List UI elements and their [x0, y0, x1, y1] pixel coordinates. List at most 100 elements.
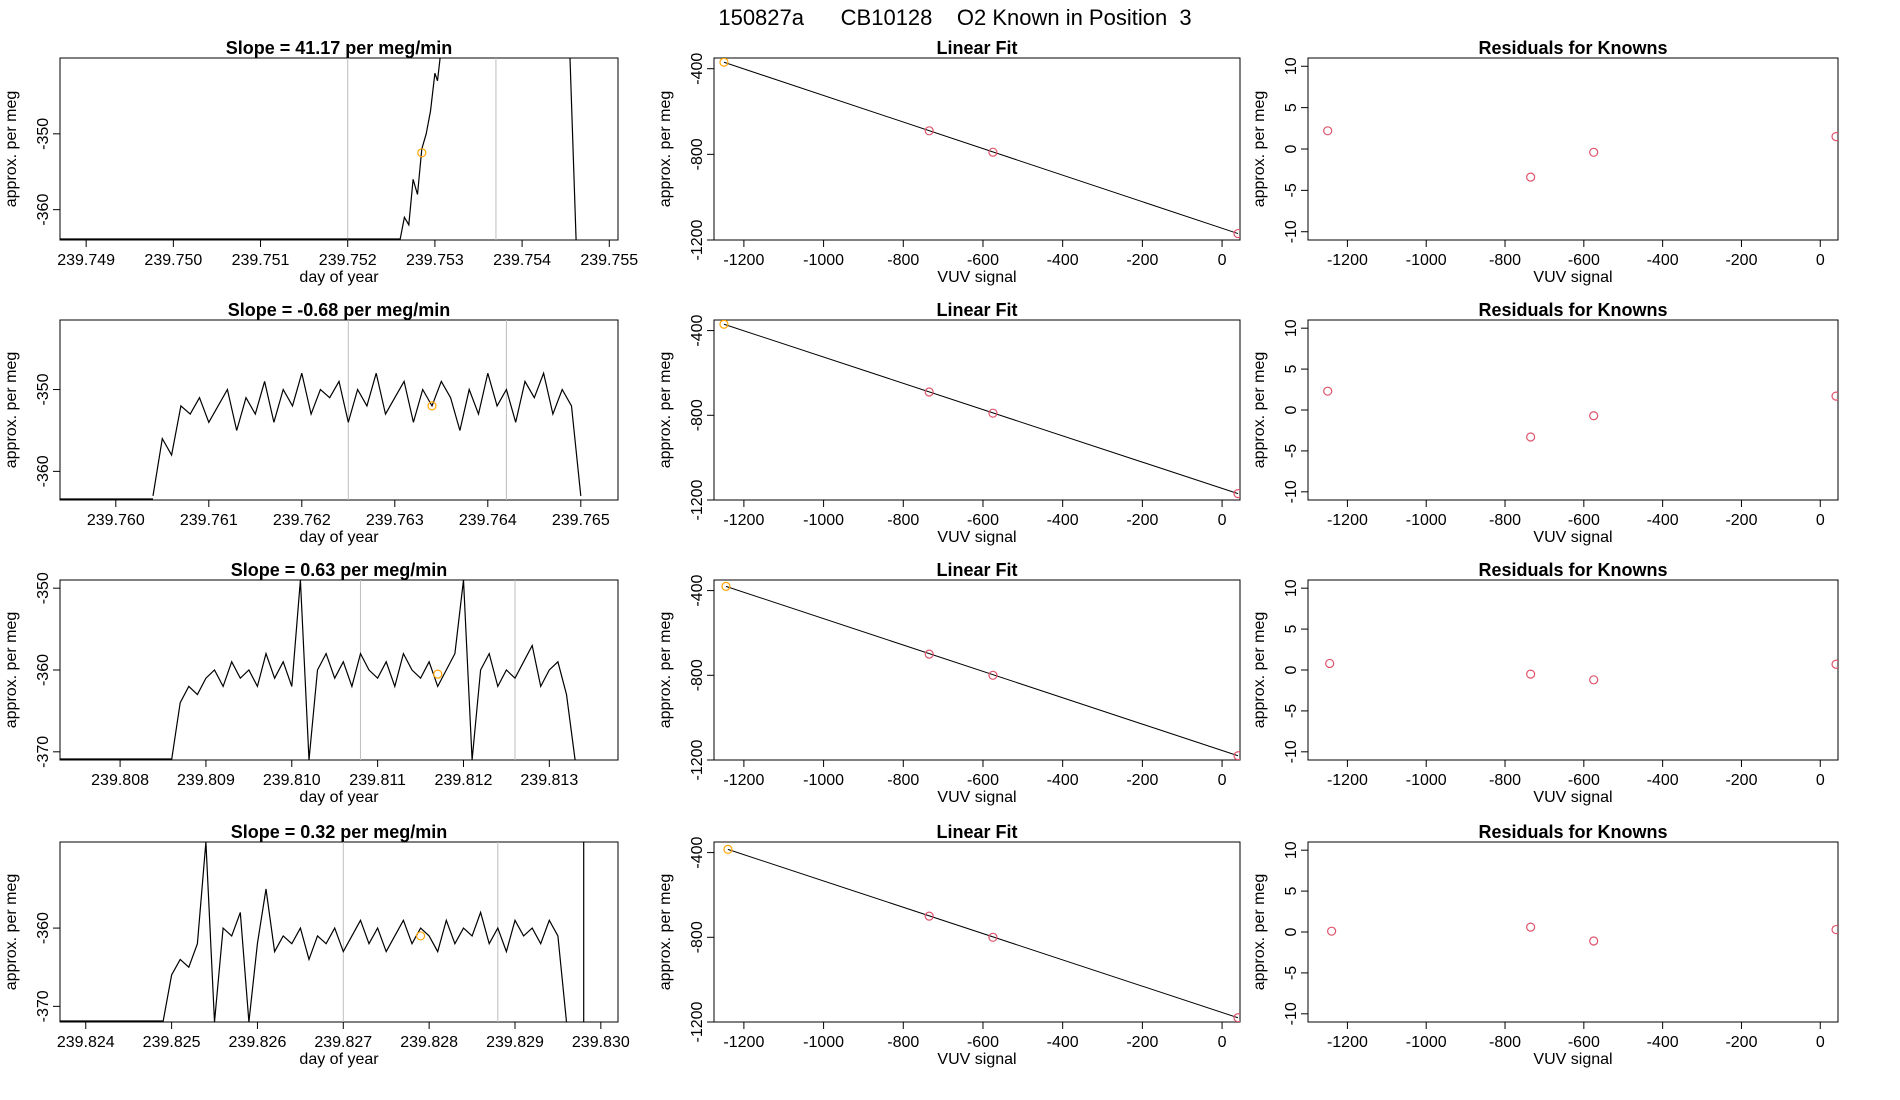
y-axis-label: approx. per meg [1251, 612, 1268, 729]
plot-frame [1307, 579, 1839, 761]
x-tick-label: 239.810 [263, 772, 321, 789]
x-tick-label: -400 [1647, 1034, 1679, 1051]
data-point [1233, 489, 1240, 499]
panel-title: Residuals for Knowns [1478, 300, 1667, 320]
x-tick-label: 239.752 [319, 252, 377, 269]
data-point [1526, 922, 1536, 932]
y-tick-label: -10 [1283, 740, 1300, 763]
y-axis-label: approx. per meg [657, 612, 674, 729]
data-point [924, 911, 934, 921]
y-tick-label: -5 [1283, 966, 1300, 980]
data-point [988, 670, 998, 680]
x-tick-label: 239.762 [273, 512, 331, 529]
x-axis-label: VUV signal [1533, 1051, 1612, 1068]
y-axis-label: approx. per meg [3, 352, 20, 469]
data-point [1526, 669, 1536, 679]
plot-frame [59, 57, 619, 241]
panel-title: Linear Fit [936, 560, 1017, 580]
y-tick-label: -350 [35, 572, 52, 604]
y-tick-label: -800 [689, 659, 706, 691]
plot-area [60, 320, 582, 500]
x-tick-label: 0 [1816, 1034, 1825, 1051]
x-tick-label: 239.825 [143, 1034, 201, 1051]
x-tick-label: 0 [1816, 252, 1825, 269]
x-tick-label: -800 [1489, 772, 1521, 789]
mean-marker [415, 931, 426, 941]
data-trace [569, 58, 577, 240]
x-tick-label: -200 [1725, 772, 1757, 789]
x-tick-label: 0 [1218, 252, 1227, 269]
x-tick-label: -200 [1126, 252, 1158, 269]
x-tick-label: 239.824 [57, 1034, 115, 1051]
x-tick-label: -1000 [1406, 1034, 1447, 1051]
x-tick-label: -1200 [723, 1034, 764, 1051]
y-axis-label: approx. per meg [3, 612, 20, 729]
x-tick-label: -200 [1126, 772, 1158, 789]
data-trace [152, 371, 582, 496]
x-tick-label: 239.754 [493, 252, 551, 269]
y-tick-label: -400 [689, 53, 706, 85]
y-tick-label: 10 [1283, 57, 1300, 75]
x-tick-label: 239.812 [435, 772, 493, 789]
panel-1-0: Linear Fit -1200 -1000 -800 -600 -400 -200 0 VUV… [657, 38, 1241, 286]
x-tick-label: -1200 [723, 512, 764, 529]
x-tick-label: -600 [967, 252, 999, 269]
x-tick-label: -400 [1647, 512, 1679, 529]
panel-2-2: Residuals for Knowns-1200 -1000 -800 -600 -4… [1251, 560, 1839, 806]
data-point [1589, 147, 1599, 157]
data-point [719, 58, 729, 67]
x-tick-label: 239.829 [486, 1034, 544, 1051]
data-trace [171, 580, 576, 760]
panel-title: Residuals for Knowns [1478, 38, 1667, 58]
data-point [924, 387, 934, 397]
fit-line [725, 585, 1239, 757]
plot-area [721, 581, 1240, 760]
data-point [1831, 131, 1838, 142]
x-tick-label: -1000 [803, 252, 844, 269]
panel-title: Residuals for Knowns [1478, 822, 1667, 842]
data-point [1233, 228, 1240, 239]
plot-frame [1307, 841, 1839, 1023]
x-tick-label: -600 [1568, 772, 1600, 789]
y-tick-label: -10 [1283, 480, 1300, 503]
x-axis-label: day of year [299, 269, 379, 286]
y-tick-label: 5 [1283, 887, 1300, 896]
x-tick-label: 0 [1816, 512, 1825, 529]
x-axis-label: day of year [299, 789, 379, 806]
x-tick-label: 239.755 [580, 252, 638, 269]
data-point [1589, 675, 1599, 685]
x-tick-label: -600 [967, 512, 999, 529]
x-axis-label: day of year [299, 529, 379, 546]
y-tick-label: -800 [689, 399, 706, 431]
x-axis-label: VUV signal [937, 269, 1016, 286]
x-tick-label: 0 [1218, 1034, 1227, 1051]
x-tick-label: 239.813 [520, 772, 578, 789]
x-tick-label: 0 [1218, 512, 1227, 529]
x-tick-label: -200 [1126, 1034, 1158, 1051]
plot-frame [59, 319, 619, 501]
x-tick-label: -200 [1725, 512, 1757, 529]
panel-1-3: Linear Fit -1200 -1000 -800 -600 -400 -200 0 VUV… [657, 822, 1241, 1068]
x-tick-label: -800 [887, 1034, 919, 1051]
x-tick-label: 239.761 [180, 512, 238, 529]
data-point [988, 408, 998, 418]
plot-area [723, 844, 1240, 1022]
plot-area [719, 58, 1240, 239]
y-axis-label: approx. per meg [657, 874, 674, 991]
x-tick-label: -600 [1568, 1034, 1600, 1051]
x-tick-label: 239.753 [406, 252, 464, 269]
x-axis-label: day of year [299, 1051, 379, 1068]
figure-title: 150827a CB10128 O2 Known in Position 3 [718, 5, 1191, 30]
x-tick-label: 239.826 [229, 1034, 287, 1051]
data-point [1233, 751, 1240, 760]
y-tick-label: -10 [1283, 1002, 1300, 1025]
y-tick-label: -360 [35, 912, 52, 944]
x-tick-label: 239.830 [572, 1034, 630, 1051]
data-point [721, 581, 731, 591]
data-point [1589, 411, 1599, 421]
x-tick-label: -200 [1725, 252, 1757, 269]
data-trace [162, 842, 568, 1022]
x-tick-label: -200 [1725, 1034, 1757, 1051]
